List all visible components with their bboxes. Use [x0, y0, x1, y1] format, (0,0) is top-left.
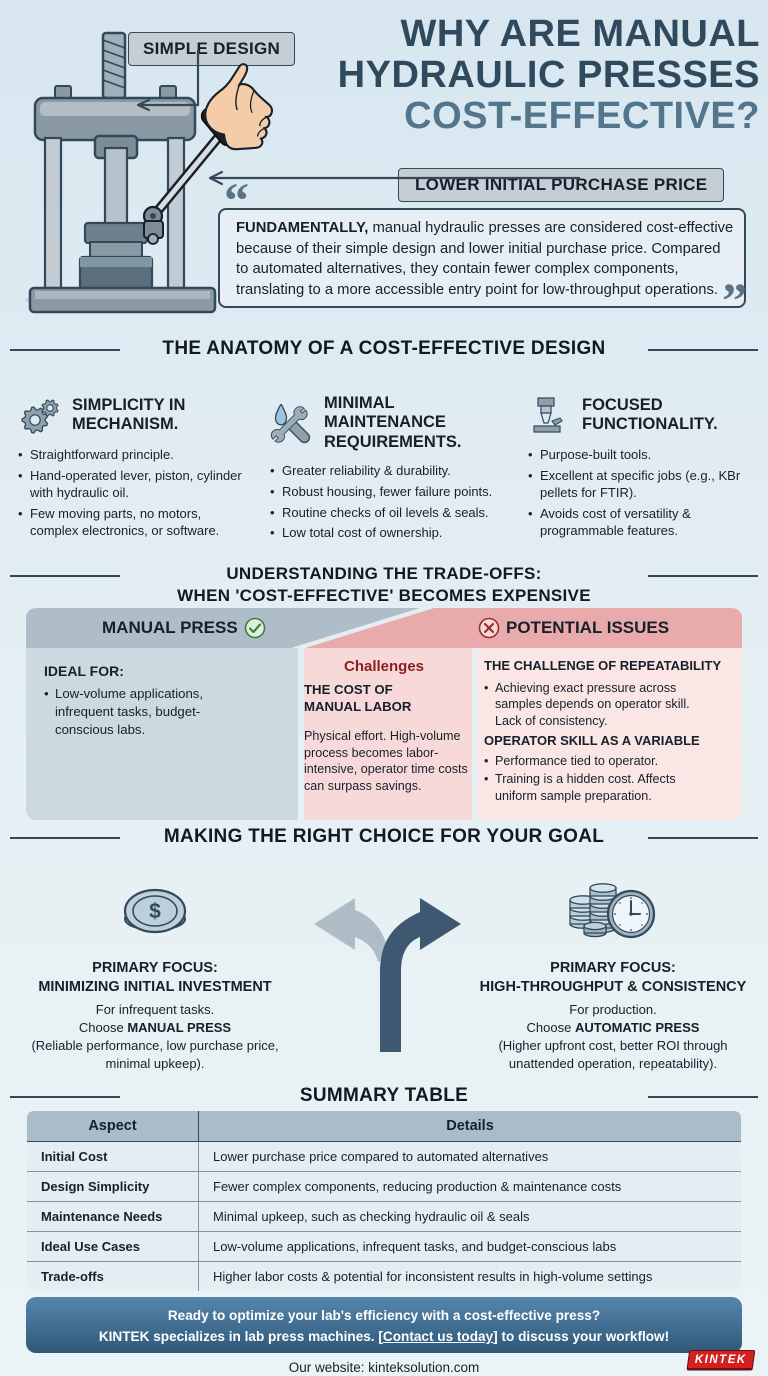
- svg-text:$: $: [149, 900, 161, 923]
